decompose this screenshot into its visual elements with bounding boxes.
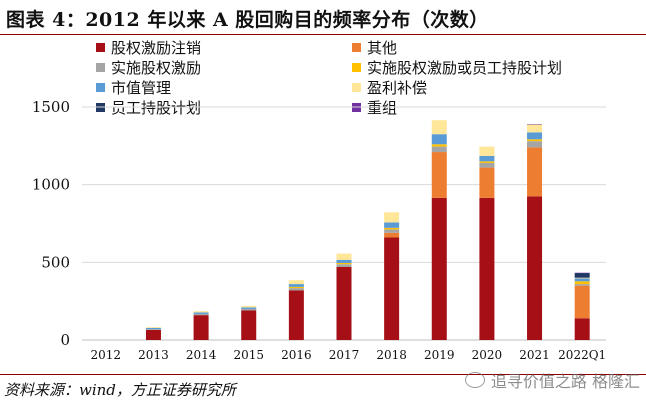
bar-segment bbox=[527, 139, 543, 142]
bar-segment bbox=[241, 308, 257, 311]
x-tick-label: 2017 bbox=[329, 348, 360, 362]
bar-segment bbox=[527, 124, 543, 133]
bar-segment bbox=[241, 305, 257, 308]
bar-segment bbox=[479, 161, 495, 163]
legend-label: 其他 bbox=[367, 39, 398, 57]
footer-rule bbox=[0, 374, 646, 375]
legend-label: 员工持股计划 bbox=[111, 99, 202, 117]
bar-segment bbox=[145, 329, 161, 340]
bar-segment bbox=[336, 259, 352, 263]
bar-segment bbox=[527, 147, 543, 197]
bar-segment bbox=[527, 141, 543, 148]
legend-item: 盈利补偿 bbox=[352, 77, 427, 98]
legend-item: 市值管理 bbox=[96, 77, 171, 98]
legend-swatch bbox=[352, 63, 361, 72]
bar-segment bbox=[527, 132, 543, 140]
legend-label: 重组 bbox=[367, 99, 398, 117]
bar-segment bbox=[145, 327, 161, 330]
bar-segment bbox=[145, 329, 161, 330]
bar-segment bbox=[336, 262, 352, 265]
bar-segment bbox=[574, 318, 590, 340]
x-tick-label: 2016 bbox=[281, 348, 312, 362]
source-note: 资料来源：wind，方正证券研究所 bbox=[4, 381, 236, 399]
bar-segment bbox=[574, 273, 590, 278]
bar-segment bbox=[479, 146, 495, 156]
wechat-icon bbox=[464, 372, 485, 388]
bar-segment bbox=[479, 197, 495, 340]
legend-label: 实施股权激励 bbox=[111, 59, 202, 77]
watermark-text: 追寻价值之路 格隆汇 bbox=[490, 372, 640, 391]
bar-segment bbox=[145, 327, 161, 328]
bar-segment bbox=[193, 315, 209, 340]
legend-swatch bbox=[96, 83, 105, 92]
y-tick-label: 1000 bbox=[32, 176, 70, 194]
bar-segment bbox=[431, 120, 447, 135]
bar-segment bbox=[384, 232, 400, 238]
legend-swatch bbox=[352, 83, 361, 92]
title-bar: 图表 4：2012 年以来 A 股回购目的频率分布（次数） bbox=[0, 0, 646, 35]
x-tick-label: 2014 bbox=[186, 348, 217, 362]
bar-segment bbox=[288, 290, 304, 340]
legend-label: 实施股权激励或员工持股计划 bbox=[367, 59, 563, 77]
bar-segment bbox=[574, 285, 590, 319]
bar-segment bbox=[384, 227, 400, 230]
legend-item: 实施股权激励或员工持股计划 bbox=[352, 57, 562, 78]
bar-segment bbox=[431, 146, 447, 153]
x-tick-label: 2019 bbox=[424, 348, 455, 362]
bar-segment bbox=[574, 278, 590, 282]
x-tick-label: 2012 bbox=[91, 348, 122, 362]
x-tick-label: 2020 bbox=[472, 348, 503, 362]
bar-segment bbox=[479, 155, 495, 162]
bar-segment bbox=[384, 212, 400, 223]
watermark: 追寻价值之路 格隆汇 bbox=[464, 368, 640, 392]
bar-segment bbox=[527, 196, 543, 340]
x-tick-label: 2013 bbox=[138, 348, 169, 362]
legend-swatch bbox=[352, 43, 361, 52]
legend-item: 其他 bbox=[352, 37, 397, 58]
bar-segment bbox=[241, 307, 257, 309]
bar-segment bbox=[288, 280, 304, 285]
bar-segment bbox=[431, 197, 447, 340]
bar-segment bbox=[193, 312, 209, 314]
x-tick-label: 2022Q1 bbox=[558, 348, 606, 362]
x-tick-label: 2018 bbox=[376, 348, 407, 362]
legend-item: 实施股权激励 bbox=[96, 57, 201, 78]
stacked-bar-chart: 0 500 1000 1500 2012 2013 2014 2015 2016 2017 2018… bbox=[32, 98, 606, 362]
bar-segment bbox=[479, 162, 495, 168]
bar-segment bbox=[384, 237, 400, 340]
bar-segment bbox=[431, 144, 447, 147]
bar-segment bbox=[288, 284, 304, 287]
bar-segment bbox=[336, 264, 352, 267]
legend-swatch bbox=[96, 63, 105, 72]
bar-segment bbox=[241, 310, 257, 340]
bar-segment bbox=[336, 253, 352, 260]
bar-segment bbox=[574, 281, 590, 285]
legend-label: 盈利补偿 bbox=[367, 79, 428, 97]
legend-swatch bbox=[96, 43, 105, 52]
bar-segment bbox=[288, 286, 304, 289]
y-tick-label: 1500 bbox=[32, 98, 70, 116]
legend-item: 股权激励注销 bbox=[96, 37, 201, 58]
chart-title: 图表 4：2012 年以来 A 股回购目的频率分布（次数） bbox=[6, 9, 489, 31]
y-tick-label: 500 bbox=[41, 253, 70, 271]
legend-label: 股权激励注销 bbox=[111, 39, 202, 57]
bar-segment bbox=[336, 266, 352, 340]
bar-segment bbox=[574, 284, 590, 286]
x-tick-label: 2015 bbox=[233, 348, 264, 362]
bar-segment bbox=[384, 229, 400, 233]
bar-segment bbox=[479, 167, 495, 198]
legend-label: 市值管理 bbox=[111, 79, 172, 97]
bar-segment bbox=[574, 277, 590, 279]
bar-segment bbox=[431, 152, 447, 198]
bar-segment bbox=[431, 134, 447, 145]
bar-segment bbox=[193, 311, 209, 313]
y-tick-label: 0 bbox=[60, 331, 70, 349]
x-tick-label: 2021 bbox=[519, 348, 550, 362]
bar-segment bbox=[384, 222, 400, 228]
bar-segment bbox=[193, 313, 209, 316]
bar-segment bbox=[288, 288, 304, 291]
